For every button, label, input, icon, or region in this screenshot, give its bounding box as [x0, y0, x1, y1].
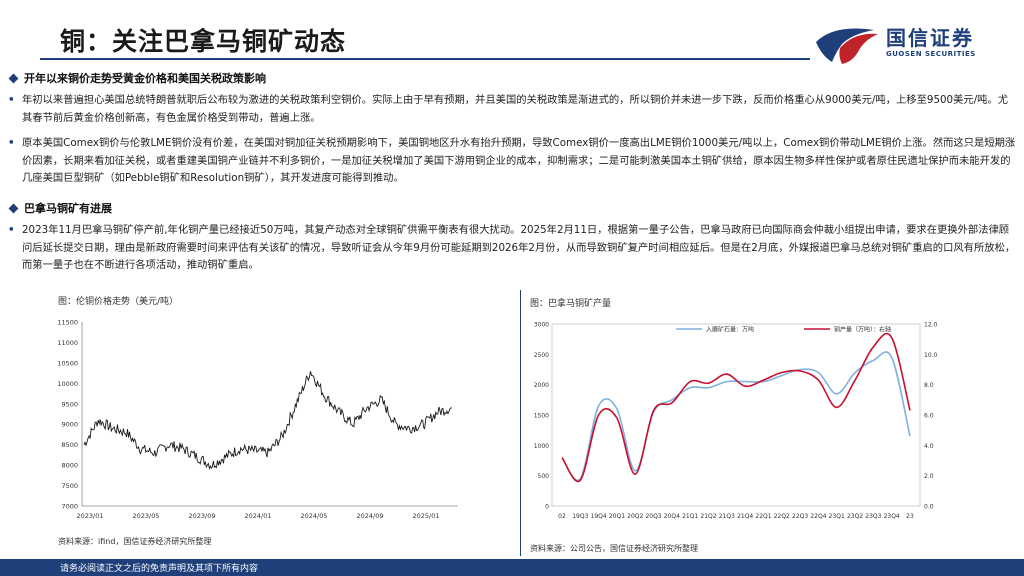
y-tick-label: 8500	[61, 441, 78, 449]
y-tick-label-left: 500	[538, 473, 550, 480]
guosen-logo-icon	[816, 28, 878, 64]
x-tick-label: 2023/09	[188, 512, 215, 520]
lme-copper-price-line	[83, 371, 453, 471]
y-tick-label: 10000	[57, 380, 78, 388]
x-tick-label: 20Q3	[645, 513, 661, 520]
copper-output-series-line	[561, 332, 911, 483]
x-tick-label: 19Q4	[591, 513, 607, 520]
y-tick-label-left: 2500	[534, 352, 549, 359]
bullet-dot-icon: •	[8, 94, 15, 106]
bullet-paragraph: • 年初以来普遍担心美国总统特朗普就职后公布较为激进的关税政策利空铜价。实际上由…	[8, 92, 1018, 128]
bullet-text: 2023年11月巴拿马铜矿停产前,年化铜产量已经接近50万吨，其复产动态对全球铜…	[22, 224, 1016, 271]
y-tick-label-right: 4.0	[924, 443, 934, 450]
section-heading-text: 巴拿马铜矿有进展	[24, 202, 112, 215]
x-tick-label: 22Q3	[792, 513, 808, 520]
y-tick-label: 8000	[61, 462, 78, 470]
x-tick-label: 22Q1	[755, 513, 771, 520]
y-tick-label-left: 1500	[534, 413, 549, 420]
y-tick-label-right: 2.0	[924, 473, 934, 480]
y-tick-label-left: 3000	[534, 322, 549, 329]
bullet-dot-icon: •	[8, 224, 15, 236]
logo-text: 国信证券	[886, 26, 974, 50]
x-tick-label: 2024/01	[244, 512, 271, 520]
x-tick-label: 23Q4	[884, 513, 900, 520]
y-tick-label: 7000	[61, 503, 78, 511]
bullet-paragraph: • 原本美国Comex铜价与伦敦LME铜价没有价差，在美国对铜加征关税预期影响下…	[8, 135, 1018, 189]
x-tick-label: 19Q3	[572, 513, 588, 520]
y-tick-label: 10500	[57, 359, 78, 367]
header-divider	[40, 58, 810, 60]
x-tick-label: 02	[558, 513, 566, 520]
legend-label-copper: 铜产量（万吨）：右轴	[834, 326, 891, 334]
x-tick-label: 22Q4	[810, 513, 826, 520]
y-tick-label: 11500	[57, 319, 78, 327]
x-tick-label: 20Q4	[664, 513, 680, 520]
x-tick-label: 22Q2	[774, 513, 790, 520]
x-tick-label: 2023/01	[76, 512, 103, 520]
y-tick-label-left: 1000	[534, 443, 549, 450]
section-heading-text: 开年以来铜价走势受黄金价格和美国关税政策影响	[24, 72, 266, 85]
x-tick-label: 23Q2	[847, 513, 863, 520]
x-tick-label: 21Q1	[682, 513, 698, 520]
legend-label-ore: 入磨矿石量：万吨	[706, 326, 754, 334]
y-tick-label-right: 12.0	[924, 322, 938, 329]
diamond-bullet-icon	[8, 203, 19, 213]
y-tick-label: 11000	[57, 339, 78, 347]
left-chart-source: 资料来源：ifind，国信证券经济研究所整理	[58, 537, 212, 546]
x-tick-label: 2024/09	[356, 512, 383, 520]
lme-copper-price-chart: 11500 11000 10500 10000 9500 9000 8500 8000 7500…	[57, 319, 458, 520]
left-chart-caption: 图：伦铜价格走势（美元/吨）	[58, 297, 179, 307]
ore-milled-series-line	[561, 351, 911, 482]
x-tick-label: 21Q4	[737, 513, 753, 520]
x-tick-label: 23Q1	[829, 513, 845, 520]
y-tick-label: 7500	[61, 482, 78, 490]
y-tick-label-left: 0	[545, 504, 549, 511]
bullet-dot-icon: •	[8, 137, 15, 149]
y-tick-label-right: 6.0	[924, 413, 934, 420]
plot-frame	[551, 323, 921, 507]
panama-copper-output-chart: 3000 2500 2000 1500 1000 500 0 12.0 10.0 8.0 6.0 4.…	[534, 322, 938, 521]
x-tick-label: 20Q2	[627, 513, 643, 520]
right-chart-source: 资料来源：公司公告，国信证券经济研究所整理	[530, 544, 698, 553]
diamond-bullet-icon	[8, 73, 19, 83]
bullet-paragraph: • 2023年11月巴拿马铜矿停产前,年化铜产量已经接近50万吨，其复产动态对全…	[8, 222, 1018, 276]
bullet-text: 原本美国Comex铜价与伦敦LME铜价没有价差，在美国对铜加征关税预期影响下，美…	[22, 137, 1016, 184]
bullet-text: 年初以来普遍担心美国总统特朗普就职后公布较为激进的关税政策利空铜价。实际上由于早…	[22, 94, 1009, 124]
x-tick-label: 21Q2	[700, 513, 716, 520]
section-heading-copy-price: 开年以来铜价走势受黄金价格和美国关税政策影响	[8, 70, 266, 86]
x-tick-label: 2025/01	[412, 512, 439, 520]
y-tick-label: 9000	[61, 421, 78, 429]
x-tick-label: 21Q3	[719, 513, 735, 520]
chart-divider	[520, 290, 521, 556]
y-tick-label-left: 2000	[534, 382, 549, 389]
x-tick-label: 23Q3	[865, 513, 881, 520]
y-tick-label-right: 10.0	[924, 352, 938, 359]
footer-disclaimer: 请务必阅读正文之后的免责声明及其项下所有内容	[60, 564, 259, 574]
x-tick-label: 23	[906, 513, 914, 520]
x-tick-label: 2023/05	[132, 512, 159, 520]
section-heading-panama: 巴拿马铜矿有进展	[8, 200, 112, 216]
footer-bar: 请务必阅读正文之后的免责声明及其项下所有内容	[0, 559, 1024, 576]
logo-subtitle: GUOSEN SECURITIES	[886, 50, 976, 58]
x-tick-label: 20Q1	[609, 513, 625, 520]
y-tick-label-right: 8.0	[924, 382, 934, 389]
page-title: 铜：关注巴拿马铜矿动态	[60, 27, 347, 56]
y-tick-label: 9500	[61, 400, 78, 408]
y-tick-label-right: 0.0	[924, 504, 934, 511]
x-tick-label: 2024/05	[300, 512, 327, 520]
right-chart-caption: 图：巴拿马铜矿产量	[530, 299, 612, 309]
